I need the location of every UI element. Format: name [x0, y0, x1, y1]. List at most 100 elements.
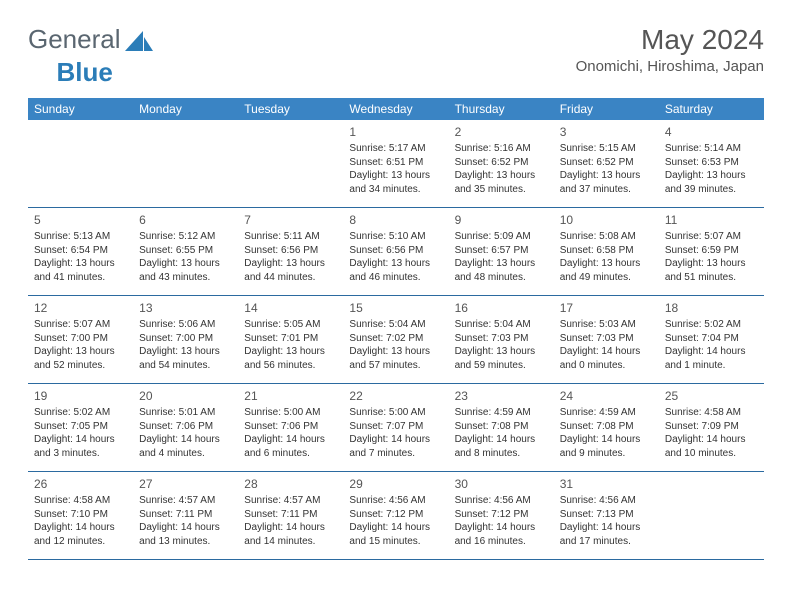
day-number: 6 [139, 212, 232, 228]
week-row: 5 Sunrise: 5:13 AMSunset: 6:54 PM Daylight… [28, 208, 764, 296]
day-sunrise: Sunrise: 4:59 AM [455, 406, 548, 420]
day-number: 1 [349, 124, 442, 140]
day-number: 2 [455, 124, 548, 140]
day-number: 18 [665, 300, 758, 316]
day-cell: 3Sunrise: 5:15 AMSunset: 6:52 PMDaylight… [554, 120, 659, 207]
day-day2: and 13 minutes. [139, 535, 232, 549]
day-sunrise: Sunrise: 4:56 AM [560, 494, 653, 508]
day-cell: 31Sunrise: 4:56 AMSunset: 7:13 PMDayligh… [554, 472, 659, 559]
weeks-grid: 1Sunrise: 5:17 AMSunset: 6:51 PMDaylight… [28, 120, 764, 560]
day-cell: 15Sunrise: 5:04 AMSunset: 7:02 PMDayligh… [343, 296, 448, 383]
brand-logo: General [28, 24, 153, 55]
day-cell: 5Sunrise: 5:13 AMSunset: 6:54 PMDaylight… [28, 208, 133, 295]
day-cell: 23Sunrise: 4:59 AMSunset: 7:08 PMDayligh… [449, 384, 554, 471]
week-row: 1Sunrise: 5:17 AMSunset: 6:51 PMDaylight… [28, 120, 764, 208]
day-sunrise: Sunrise: 5:04 AM [349, 318, 442, 332]
day-sunrise: Sunrise: 5:11 AM [244, 230, 337, 244]
day-sunrise: Sunrise: 4:56 AM [349, 494, 442, 508]
day-cell: 14Sunrise: 5:05 AMSunset: 7:01 PMDayligh… [238, 296, 343, 383]
day-cell: 2Sunrise: 5:16 AMSunset: 6:52 PMDaylight… [449, 120, 554, 207]
day-day2: and 0 minutes. [560, 359, 653, 373]
day-cell: 7Sunrise: 5:11 AMSunset: 6:56 PMDaylight… [238, 208, 343, 295]
day-sunset: Sunset: 6:52 PM [560, 156, 653, 170]
day-cell: 26Sunrise: 4:58 AMSunset: 7:10 PMDayligh… [28, 472, 133, 559]
day-sunset: Sunset: 7:12 PM [349, 508, 442, 522]
day-day2: and 3 minutes. [34, 447, 127, 461]
day-sunset: Sunset: 7:04 PM [665, 332, 758, 346]
day-day2: and 6 minutes. [244, 447, 337, 461]
day-cell: 24Sunrise: 4:59 AMSunset: 7:08 PMDayligh… [554, 384, 659, 471]
brand-general: General [28, 24, 121, 55]
day-day2: and 12 minutes. [34, 535, 127, 549]
day-sunset: Sunset: 6:52 PM [455, 156, 548, 170]
day-day2: and 46 minutes. [349, 271, 442, 285]
day-day1: Daylight: 14 hours [455, 521, 548, 535]
day-day1: Daylight: 13 hours [665, 257, 758, 271]
day-day2: and 37 minutes. [560, 183, 653, 197]
day-sunrise: Sunrise: 5:12 AM [139, 230, 232, 244]
day-sunrise: Sunrise: 5:04 AM [455, 318, 548, 332]
day-cell: 4Sunrise: 5:14 AMSunset: 6:53 PMDaylight… [659, 120, 764, 207]
day-number: 20 [139, 388, 232, 404]
day-day1: Daylight: 13 hours [34, 345, 127, 359]
calendar: SundayMondayTuesdayWednesdayThursdayFrid… [28, 98, 764, 560]
title-block: May 2024 Onomichi, Hiroshima, Japan [576, 24, 764, 75]
day-number: 4 [665, 124, 758, 140]
day-day2: and 17 minutes. [560, 535, 653, 549]
day-sunset: Sunset: 6:54 PM [34, 244, 127, 258]
day-day2: and 41 minutes. [34, 271, 127, 285]
day-sunset: Sunset: 7:11 PM [139, 508, 232, 522]
day-cell [28, 120, 133, 207]
day-sunrise: Sunrise: 4:59 AM [560, 406, 653, 420]
day-day1: Daylight: 13 hours [455, 345, 548, 359]
day-day1: Daylight: 13 hours [455, 169, 548, 183]
day-cell: 22Sunrise: 5:00 AMSunset: 7:07 PMDayligh… [343, 384, 448, 471]
day-sunset: Sunset: 6:57 PM [455, 244, 548, 258]
week-row: 12Sunrise: 5:07 AMSunset: 7:00 PMDayligh… [28, 296, 764, 384]
day-sunset: Sunset: 7:03 PM [455, 332, 548, 346]
day-day1: Daylight: 13 hours [349, 257, 442, 271]
day-cell: 28Sunrise: 4:57 AMSunset: 7:11 PMDayligh… [238, 472, 343, 559]
day-day2: and 57 minutes. [349, 359, 442, 373]
day-cell: 29Sunrise: 4:56 AMSunset: 7:12 PMDayligh… [343, 472, 448, 559]
day-day2: and 15 minutes. [349, 535, 442, 549]
day-day1: Daylight: 14 hours [244, 433, 337, 447]
day-number: 8 [349, 212, 442, 228]
day-sunset: Sunset: 7:13 PM [560, 508, 653, 522]
day-day1: Daylight: 13 hours [244, 345, 337, 359]
day-sunrise: Sunrise: 5:15 AM [560, 142, 653, 156]
day-sunrise: Sunrise: 5:01 AM [139, 406, 232, 420]
day-day2: and 56 minutes. [244, 359, 337, 373]
week-row: 26Sunrise: 4:58 AMSunset: 7:10 PMDayligh… [28, 472, 764, 560]
day-sunset: Sunset: 6:56 PM [349, 244, 442, 258]
day-day2: and 59 minutes. [455, 359, 548, 373]
day-day1: Daylight: 14 hours [665, 345, 758, 359]
day-sunrise: Sunrise: 5:13 AM [34, 230, 127, 244]
day-number: 10 [560, 212, 653, 228]
day-sunset: Sunset: 7:11 PM [244, 508, 337, 522]
day-number: 25 [665, 388, 758, 404]
day-day2: and 34 minutes. [349, 183, 442, 197]
weekday-label: Saturday [659, 98, 764, 120]
day-sunset: Sunset: 7:05 PM [34, 420, 127, 434]
day-sunset: Sunset: 6:59 PM [665, 244, 758, 258]
day-day2: and 7 minutes. [349, 447, 442, 461]
weekday-header: SundayMondayTuesdayWednesdayThursdayFrid… [28, 98, 764, 120]
weekday-label: Thursday [449, 98, 554, 120]
day-cell: 19Sunrise: 5:02 AMSunset: 7:05 PMDayligh… [28, 384, 133, 471]
day-number: 7 [244, 212, 337, 228]
day-day1: Daylight: 13 hours [349, 345, 442, 359]
day-cell [238, 120, 343, 207]
day-cell: 17Sunrise: 5:03 AMSunset: 7:03 PMDayligh… [554, 296, 659, 383]
day-sunrise: Sunrise: 5:03 AM [560, 318, 653, 332]
day-cell: 18Sunrise: 5:02 AMSunset: 7:04 PMDayligh… [659, 296, 764, 383]
day-sunset: Sunset: 6:58 PM [560, 244, 653, 258]
day-number: 5 [34, 212, 127, 228]
day-sunset: Sunset: 7:06 PM [244, 420, 337, 434]
day-day1: Daylight: 14 hours [139, 521, 232, 535]
day-number: 3 [560, 124, 653, 140]
day-cell [659, 472, 764, 559]
day-sunset: Sunset: 7:12 PM [455, 508, 548, 522]
day-number: 28 [244, 476, 337, 492]
day-day1: Daylight: 13 hours [665, 169, 758, 183]
